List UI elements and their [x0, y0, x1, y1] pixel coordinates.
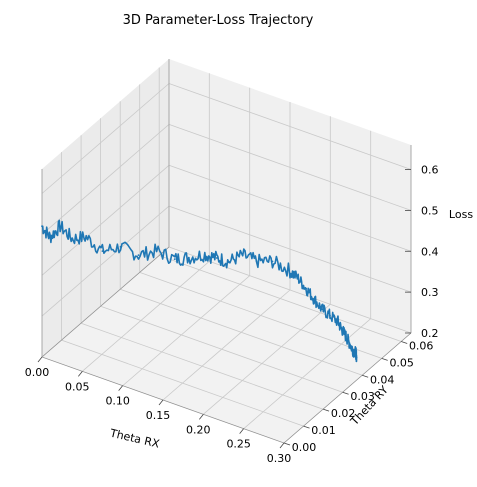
trajectory-point-25	[345, 335, 347, 337]
trajectory-point-28	[355, 352, 357, 354]
z-axis-label: Loss	[449, 208, 473, 221]
y-tick-1	[304, 426, 310, 428]
x-tick-label-4: 0.20	[186, 423, 211, 436]
trajectory-point-23	[337, 321, 339, 323]
trajectory-point-13	[228, 261, 230, 263]
trajectory-point-27	[352, 349, 354, 351]
y-tick-0	[284, 443, 290, 445]
z-tick-label-2: 0.4	[421, 245, 439, 258]
x-tick-label-0: 0.00	[25, 366, 50, 379]
trajectory-point-22	[329, 315, 331, 317]
trajectory-point-8	[156, 250, 158, 252]
chart-title: 3D Parameter-Loss Trajectory	[123, 13, 314, 28]
z-tick-label-1: 0.3	[421, 286, 439, 299]
x-tick-label-6: 0.30	[267, 452, 292, 465]
trajectory-point-24	[341, 328, 343, 330]
x-tick-2	[119, 386, 123, 391]
z-tick-label-3: 0.5	[421, 204, 439, 217]
trajectory-point-1	[49, 236, 51, 238]
trajectory-point-19	[305, 288, 307, 290]
trajectory-point-26	[349, 342, 351, 344]
trajectory-point-17	[288, 269, 290, 271]
trajectory-point-5	[102, 250, 104, 252]
trajectory-point-21	[321, 308, 323, 310]
trajectory-point-11	[204, 254, 206, 256]
trajectory-point-7	[138, 254, 140, 256]
z-tick-label-4: 0.6	[421, 164, 439, 177]
x-tick-0	[38, 357, 42, 362]
trajectory-point-14	[242, 254, 244, 256]
x-axis-label: Theta RX	[108, 426, 161, 450]
trajectory-point-20	[313, 298, 315, 300]
trajectory-point-10	[188, 257, 190, 259]
x-tick-label-2: 0.10	[105, 395, 130, 408]
z-tick-label-0: 0.2	[421, 327, 439, 340]
trajectory-point-9	[174, 258, 176, 260]
y-tick-label-0: 0.00	[292, 441, 317, 454]
x-tick-label-3: 0.15	[146, 409, 171, 422]
trajectory-point-12	[216, 257, 218, 259]
x-tick-5	[240, 429, 244, 434]
trajectory-point-2	[59, 225, 61, 227]
x-tick-6	[280, 443, 284, 448]
x-tick-3	[159, 400, 163, 405]
trajectory-point-15	[256, 260, 258, 262]
x-tick-label-1: 0.05	[65, 380, 90, 393]
x-tick-1	[78, 371, 82, 376]
trajectory-point-3	[71, 238, 73, 240]
x-tick-4	[199, 414, 203, 419]
y-tick-2	[323, 409, 329, 411]
y-tick-label-1: 0.01	[311, 424, 336, 437]
y-tick-6	[401, 341, 407, 343]
trajectory-point-4	[85, 236, 87, 238]
y-tick-label-5: 0.05	[389, 356, 414, 369]
y-tick-5	[382, 358, 388, 360]
trajectory-point-29	[356, 356, 358, 358]
y-tick-label-6: 0.06	[409, 340, 434, 353]
x-tick-label-5: 0.25	[226, 438, 251, 451]
trajectory-point-18	[297, 278, 299, 280]
y-tick-3	[343, 392, 349, 394]
trajectory-point-16	[272, 261, 274, 263]
trajectory-point-6	[120, 246, 122, 248]
trajectory-point-0	[41, 225, 43, 227]
y-tick-4	[362, 375, 368, 377]
